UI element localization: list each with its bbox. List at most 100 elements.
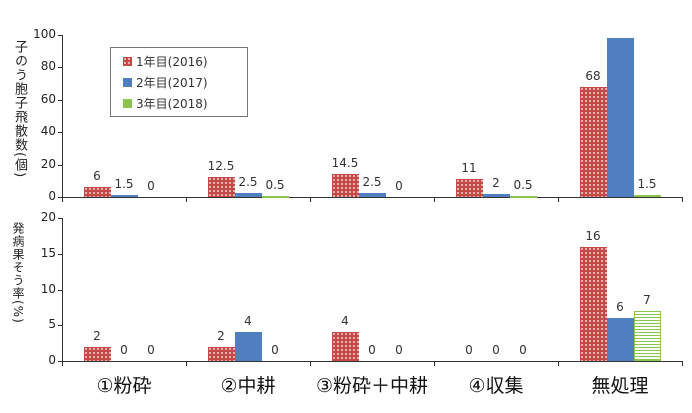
top-bar [579, 86, 607, 197]
bottom-bar [579, 246, 607, 361]
bottom-y-tick [58, 253, 62, 255]
bottom-y-tick [58, 361, 62, 362]
legend-item-2018: 3年目(2018) [123, 95, 208, 112]
top-value-label: 6 [93, 169, 101, 184]
bottom-x-tick [682, 361, 683, 366]
bottom-value-label: 16 [585, 228, 601, 243]
bottom-y-axis [62, 218, 63, 361]
bottom-value-label: 0 [368, 343, 376, 357]
top-y-tick [58, 67, 62, 69]
legend-item-2017: 2年目(2017) [123, 74, 208, 91]
top-value-label: 2.5 [238, 174, 258, 189]
bottom-value-label: 4 [341, 314, 349, 329]
legend-item-2016: 1年目(2016) [123, 53, 208, 70]
top-y-axis [62, 35, 63, 197]
top-value-label: 1.5 [637, 176, 657, 191]
top-x-tick [186, 197, 187, 202]
bottom-bar [234, 332, 262, 361]
top-y-tick [58, 132, 62, 134]
bottom-value-label: 6 [616, 300, 624, 315]
category-label: ②中耕 [220, 375, 276, 397]
bottom-y-tick-label: 0 [48, 353, 56, 367]
bottom-y-tick-label: 10 [40, 281, 56, 296]
bottom-bar [606, 318, 634, 361]
bottom-value-label: 7 [643, 292, 651, 307]
top-y-tick-label: 20 [40, 156, 56, 171]
bottom-y-tick-label: 5 [48, 317, 56, 332]
bottom-x-tick [186, 361, 187, 366]
bottom-value-label: 0 [395, 343, 403, 357]
category-label: ①粉砕 [96, 375, 152, 397]
bottom-x-axis [62, 361, 682, 362]
bottom-y-tick [58, 325, 62, 327]
top-value-label: 12.5 [207, 158, 235, 173]
top-y-tick [58, 197, 62, 198]
top-value-label: 68 [585, 68, 601, 83]
top-y-tick [58, 164, 62, 166]
top-x-tick [558, 197, 559, 202]
top-x-tick [310, 197, 311, 202]
bottom-value-label: 0 [271, 343, 279, 357]
bottom-bar [207, 346, 235, 361]
bottom-bar [633, 310, 661, 361]
bottom-x-tick [558, 361, 559, 366]
legend-swatch-2016 [123, 57, 132, 66]
legend-label-2017: 2年目(2017) [136, 76, 208, 90]
bottom-x-tick [434, 361, 435, 366]
bottom-bar [83, 346, 111, 361]
bottom-value-label: 0 [120, 343, 128, 357]
top-y-tick [58, 35, 62, 36]
top-x-tick [682, 197, 683, 202]
top-value-label: 0 [395, 179, 403, 193]
top-bar [234, 192, 262, 197]
top-bar [509, 196, 537, 199]
bottom-value-label: 0 [465, 343, 473, 357]
top-value-label: 14.5 [331, 155, 359, 170]
top-y-tick-label: 100 [33, 27, 56, 41]
bottom-value-label: 2 [217, 328, 225, 343]
top-value-label: 0.5 [513, 178, 533, 193]
top-value-label: 1.5 [114, 176, 134, 191]
top-bar [331, 173, 359, 197]
top-y-axis-label: 子のう胞子飛散数(個) [12, 40, 27, 179]
top-bar [606, 38, 634, 197]
top-x-tick [62, 197, 63, 202]
top-bar [482, 193, 510, 197]
bottom-value-label: 4 [244, 314, 252, 329]
top-bar [633, 194, 661, 197]
top-y-tick-label: 80 [40, 59, 56, 74]
top-bar [455, 179, 483, 197]
bottom-y-tick-label: 15 [40, 245, 56, 260]
bottom-x-tick [310, 361, 311, 366]
top-value-label: 0.5 [265, 178, 285, 193]
top-x-tick [434, 197, 435, 202]
top-bar [83, 187, 111, 197]
bottom-value-label: 0 [147, 343, 155, 357]
top-y-tick-label: 0 [48, 189, 56, 203]
top-bar [358, 192, 386, 197]
bottom-value-label: 0 [519, 343, 527, 357]
legend: 1年目(2016) 2年目(2017) 3年目(2018) [110, 47, 248, 117]
bottom-value-label: 0 [492, 343, 500, 357]
bottom-y-tick-label: 20 [40, 210, 56, 224]
top-bar [207, 176, 235, 197]
bottom-y-tick [58, 218, 62, 219]
legend-label-2016: 1年目(2016) [136, 55, 208, 69]
legend-label-2018: 3年目(2018) [136, 97, 208, 111]
top-value-label: 2.5 [362, 174, 382, 189]
top-bar [110, 194, 138, 197]
top-x-axis [62, 197, 682, 198]
bottom-bar [331, 332, 359, 361]
top-y-tick-label: 40 [40, 124, 56, 139]
category-label: ③粉砕＋中耕 [315, 375, 429, 397]
top-value-label: 2 [492, 175, 500, 190]
category-label: ④収集 [468, 375, 524, 397]
category-label: 無処理 [591, 375, 649, 397]
legend-swatch-2018 [123, 99, 132, 108]
bottom-y-axis-label: 発病果そう率(%) [11, 222, 25, 324]
top-bar [261, 196, 289, 199]
top-y-tick [58, 99, 62, 101]
bottom-x-tick [62, 361, 63, 366]
top-value-label: 11 [461, 161, 477, 176]
top-y-tick-label: 60 [40, 91, 56, 106]
